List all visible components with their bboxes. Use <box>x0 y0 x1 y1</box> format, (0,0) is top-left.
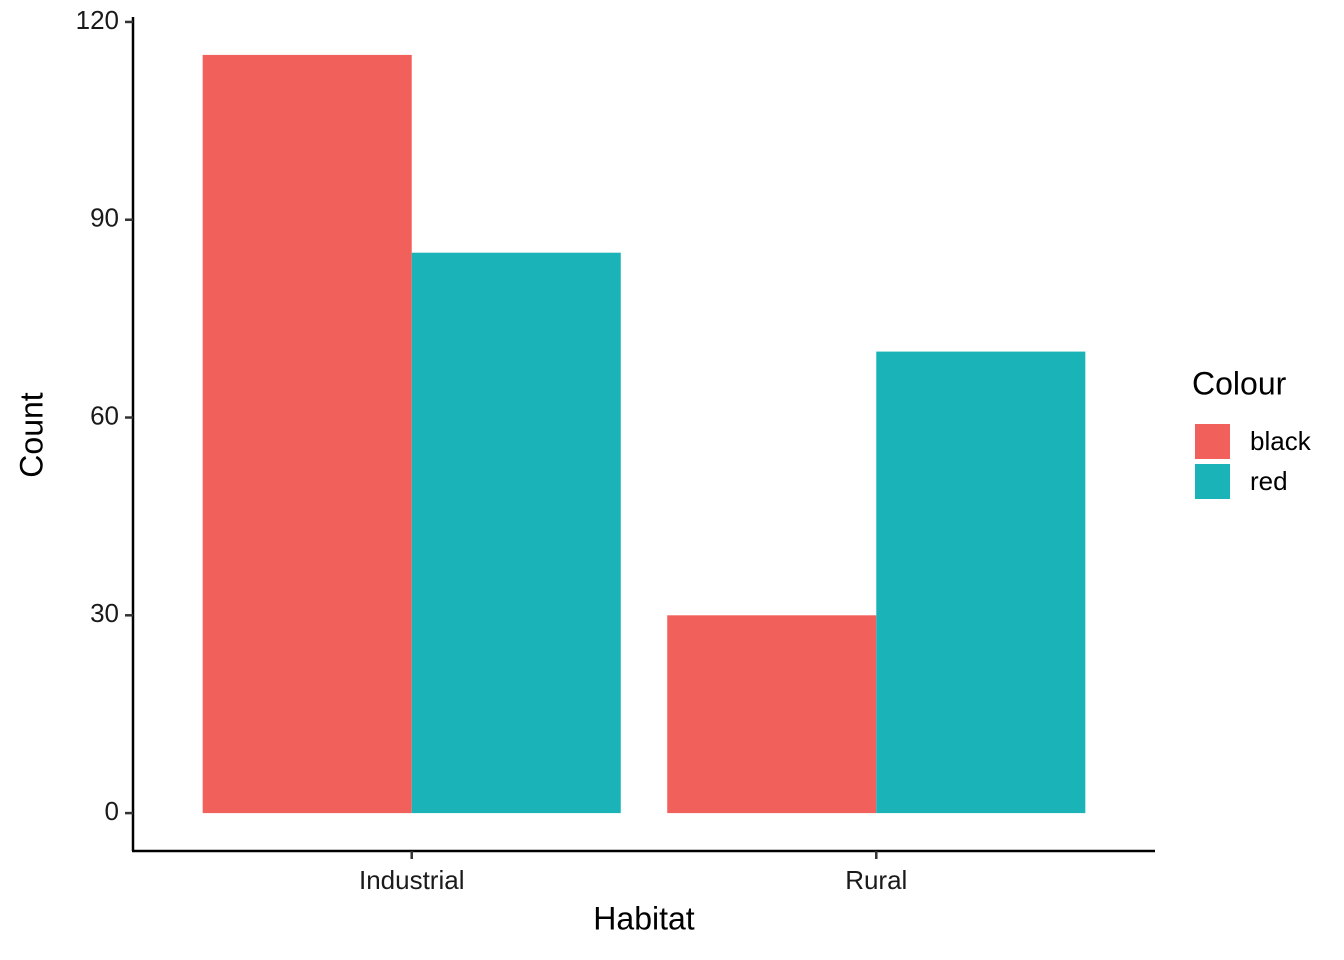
bar <box>667 615 877 814</box>
bar <box>202 54 412 814</box>
legend-title: Colour <box>1192 365 1287 401</box>
x-axis-title: Habitat <box>593 900 695 936</box>
bar <box>876 351 1086 814</box>
y-tick-label: 60 <box>90 400 119 430</box>
bar <box>411 252 621 814</box>
x-tick-label: Rural <box>845 865 907 895</box>
legend-key <box>1195 464 1230 499</box>
y-tick-label: 90 <box>90 203 119 233</box>
legend-label: red <box>1250 466 1288 496</box>
y-axis-title: Count <box>13 392 49 478</box>
legend-key <box>1195 424 1230 459</box>
x-tick-label: Industrial <box>359 865 465 895</box>
y-tick-label: 120 <box>76 5 119 35</box>
legend-label: black <box>1250 426 1312 456</box>
y-tick-label: 0 <box>105 796 119 826</box>
y-tick-label: 30 <box>90 598 119 628</box>
